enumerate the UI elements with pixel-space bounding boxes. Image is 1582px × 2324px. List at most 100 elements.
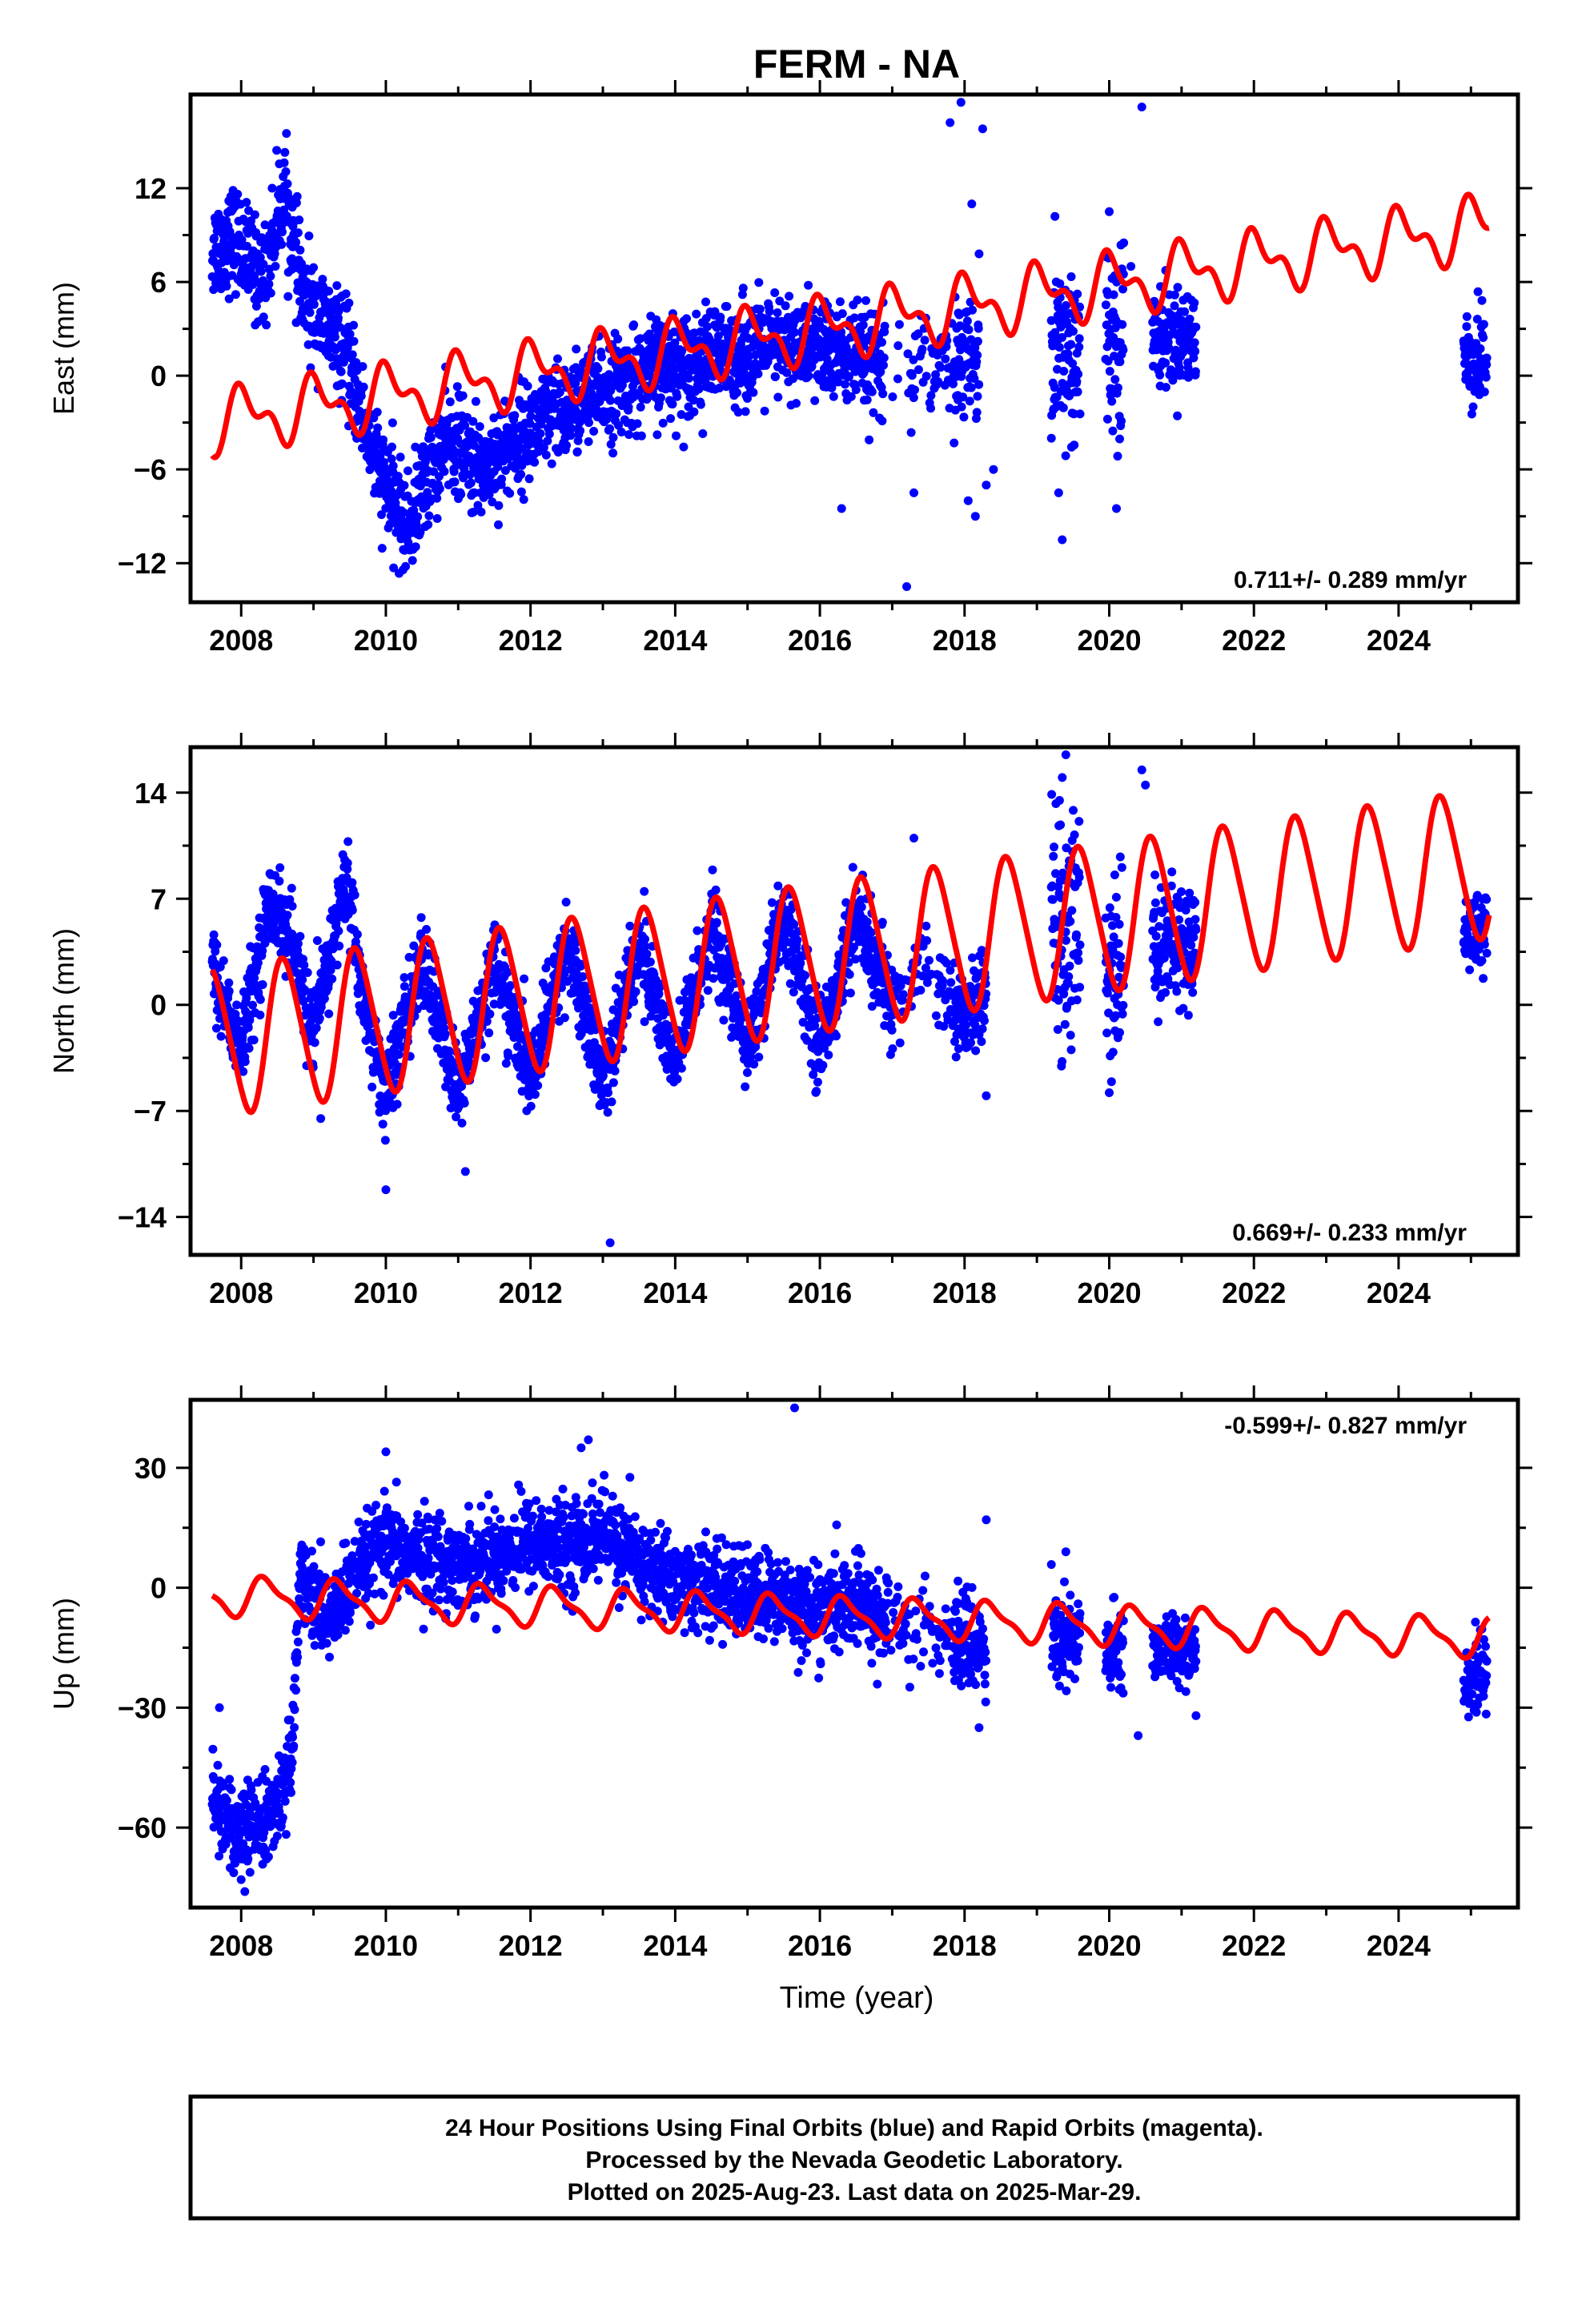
north-point <box>813 1077 822 1087</box>
east-point <box>1112 504 1121 513</box>
east-point <box>283 179 292 188</box>
east-point <box>913 329 923 339</box>
east-point <box>753 369 763 379</box>
north-point <box>741 1082 750 1092</box>
east-point <box>536 428 545 438</box>
east-point <box>936 363 946 372</box>
east-point <box>244 206 254 215</box>
east-point <box>424 511 434 521</box>
east-point <box>547 459 556 468</box>
east-point <box>233 190 243 199</box>
east-point <box>853 296 862 305</box>
east-point <box>614 420 623 430</box>
east-point <box>670 338 680 348</box>
north-point <box>1072 995 1082 1005</box>
north-point <box>712 918 721 927</box>
east-point <box>473 501 483 510</box>
north-point <box>1067 906 1077 915</box>
east-point <box>902 582 911 591</box>
east-point <box>698 429 708 438</box>
east-point <box>516 469 526 479</box>
north-point <box>640 942 650 951</box>
east-point <box>404 466 412 476</box>
east-point <box>970 512 980 521</box>
north-point <box>530 1090 540 1100</box>
north-point <box>924 955 934 965</box>
north-point <box>640 1017 649 1027</box>
east-point <box>523 381 532 391</box>
east-x-tick-label: 2008 <box>209 624 273 657</box>
east-point <box>270 249 279 259</box>
north-point <box>950 1037 959 1046</box>
east-point <box>692 309 701 319</box>
north-point <box>395 1050 404 1059</box>
east-point <box>851 385 861 395</box>
north-point <box>1069 806 1078 815</box>
north-point <box>1072 930 1081 939</box>
east-point <box>566 431 576 440</box>
east-point <box>909 355 918 364</box>
north-point <box>849 943 858 952</box>
east-point <box>668 400 677 409</box>
north-point <box>352 930 362 939</box>
east-point <box>652 430 662 440</box>
east-panel: 2008 2010 2012 2014 2016 2018 2020 2022 2024−12−… <box>47 80 1532 657</box>
north-point <box>931 1011 941 1020</box>
east-point <box>804 371 813 380</box>
east-point <box>958 392 968 402</box>
east-point <box>636 334 645 344</box>
north-point <box>950 1015 960 1025</box>
east-point <box>829 392 838 401</box>
north-point <box>239 1067 248 1076</box>
north-point <box>444 1047 454 1056</box>
east-point <box>1115 357 1125 367</box>
east-point <box>954 355 964 364</box>
north-point <box>255 995 265 1004</box>
east-x-tick-label: 2012 <box>499 624 563 657</box>
east-point <box>458 391 468 400</box>
east-point <box>440 467 449 476</box>
east-point <box>1070 440 1079 450</box>
east-point <box>1050 211 1060 221</box>
north-point <box>796 959 805 968</box>
north-point <box>533 1081 543 1090</box>
east-y-axis-label: East (mm) <box>47 282 80 415</box>
east-point <box>722 302 732 312</box>
north-panel: 2008 2010 2012 2014 2016 2018 2020 2022 2024−14−… <box>47 733 1532 1309</box>
north-point <box>802 1035 812 1045</box>
north-point <box>240 1057 250 1067</box>
north-point <box>232 1000 242 1010</box>
east-point <box>682 314 691 324</box>
north-point <box>482 1017 492 1026</box>
east-point <box>785 292 794 301</box>
east-point <box>475 422 484 432</box>
east-point <box>541 450 551 460</box>
east-point <box>562 440 571 450</box>
east-point <box>1173 411 1182 420</box>
north-point <box>310 1038 319 1047</box>
east-point <box>906 428 916 437</box>
east-point <box>409 505 419 515</box>
north-point <box>515 1019 524 1029</box>
north-point <box>347 878 357 887</box>
north-point <box>275 876 284 886</box>
east-point <box>790 328 799 337</box>
north-point <box>629 997 639 1007</box>
east-point <box>1482 360 1492 369</box>
north-point <box>703 986 713 995</box>
east-point <box>488 497 497 507</box>
north-point <box>504 1051 513 1061</box>
east-point <box>282 211 291 221</box>
north-point <box>754 1052 764 1062</box>
east-point <box>679 442 689 452</box>
east-point <box>279 158 289 167</box>
east-point <box>358 362 367 372</box>
east-point <box>259 259 268 269</box>
east-point <box>893 374 902 384</box>
north-point <box>253 958 263 967</box>
east-point <box>741 407 750 416</box>
north-point <box>1050 842 1058 852</box>
north-point <box>978 1024 987 1034</box>
north-point <box>334 927 343 935</box>
east-point <box>292 191 302 201</box>
